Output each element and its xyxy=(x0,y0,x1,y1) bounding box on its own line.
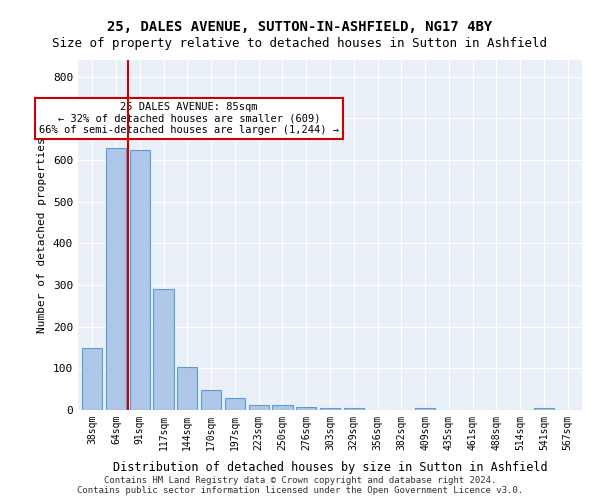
Bar xyxy=(320,408,340,410)
Bar xyxy=(272,405,293,410)
Text: 25 DALES AVENUE: 85sqm
← 32% of detached houses are smaller (609)
66% of semi-de: 25 DALES AVENUE: 85sqm ← 32% of detached… xyxy=(39,102,339,135)
Bar xyxy=(225,398,245,410)
Bar xyxy=(415,408,435,410)
Bar xyxy=(82,348,103,410)
Bar xyxy=(296,406,316,410)
Bar xyxy=(344,408,364,410)
Text: Contains HM Land Registry data © Crown copyright and database right 2024.
Contai: Contains HM Land Registry data © Crown c… xyxy=(77,476,523,495)
Bar xyxy=(248,405,269,410)
Bar xyxy=(177,366,197,410)
Bar xyxy=(130,150,150,410)
Bar xyxy=(154,289,173,410)
Bar xyxy=(534,408,554,410)
Bar xyxy=(106,148,126,410)
Text: Size of property relative to detached houses in Sutton in Ashfield: Size of property relative to detached ho… xyxy=(53,38,548,51)
Bar xyxy=(201,390,221,410)
Text: 25, DALES AVENUE, SUTTON-IN-ASHFIELD, NG17 4BY: 25, DALES AVENUE, SUTTON-IN-ASHFIELD, NG… xyxy=(107,20,493,34)
Y-axis label: Number of detached properties: Number of detached properties xyxy=(37,137,47,333)
X-axis label: Distribution of detached houses by size in Sutton in Ashfield: Distribution of detached houses by size … xyxy=(113,461,547,474)
